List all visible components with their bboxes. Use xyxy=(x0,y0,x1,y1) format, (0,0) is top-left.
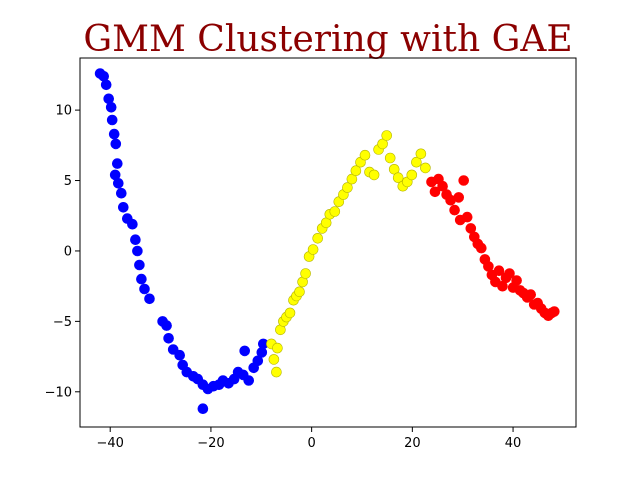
y-tick-label: 0 xyxy=(64,244,72,259)
data-point xyxy=(134,259,145,271)
data-point xyxy=(136,273,147,285)
x-tick-label: −40 xyxy=(96,436,123,451)
data-point xyxy=(377,138,388,150)
data-point xyxy=(475,242,487,254)
data-point xyxy=(100,79,112,91)
data-point xyxy=(271,366,282,378)
data-point xyxy=(110,138,122,150)
data-point xyxy=(239,345,250,357)
x-tick-label: 20 xyxy=(404,436,421,451)
data-point xyxy=(174,349,185,361)
data-point xyxy=(139,283,150,295)
data-point xyxy=(312,233,324,244)
data-point xyxy=(144,293,155,305)
x-axis: −40 −20 0 20 40 xyxy=(96,427,521,451)
data-point xyxy=(525,289,537,300)
data-point xyxy=(548,306,560,317)
data-point xyxy=(381,130,393,141)
data-point xyxy=(384,152,396,164)
y-axis: −10 −5 0 5 10 xyxy=(45,104,80,400)
data-point xyxy=(300,268,311,279)
data-point xyxy=(118,202,129,213)
data-point xyxy=(392,172,404,183)
data-point xyxy=(105,102,117,113)
y-tick-label: 10 xyxy=(55,104,72,119)
x-tick-label: 40 xyxy=(505,436,522,451)
data-point xyxy=(284,307,296,319)
data-point xyxy=(449,204,460,216)
data-point xyxy=(511,275,522,286)
y-tick-label: −5 xyxy=(53,315,72,330)
data-point xyxy=(411,156,422,168)
data-point xyxy=(272,342,283,354)
data-point xyxy=(429,186,441,198)
chart-title: GMM Clustering with GAE xyxy=(83,19,572,60)
data-point xyxy=(453,192,465,203)
data-point xyxy=(415,148,427,160)
data-point xyxy=(116,187,127,199)
y-tick-label: 5 xyxy=(64,174,72,189)
data-point xyxy=(161,320,172,331)
points-layer xyxy=(94,68,560,415)
data-point xyxy=(359,149,371,161)
data-point xyxy=(163,332,174,344)
data-point xyxy=(197,403,209,415)
y-tick-label: −10 xyxy=(45,385,72,400)
data-point xyxy=(294,286,305,298)
x-tick-label: 0 xyxy=(307,436,315,451)
data-point xyxy=(342,182,353,193)
data-point xyxy=(130,234,141,245)
data-point xyxy=(112,158,123,169)
data-point xyxy=(329,206,341,217)
x-tick-label: −20 xyxy=(197,436,224,451)
data-point xyxy=(106,114,118,126)
data-point xyxy=(458,175,470,186)
data-point xyxy=(268,354,280,365)
data-point xyxy=(461,211,473,223)
data-point xyxy=(132,245,143,257)
plot-frame xyxy=(79,57,577,428)
data-point xyxy=(108,128,120,140)
data-point xyxy=(127,218,138,230)
data-point xyxy=(243,375,254,386)
data-point xyxy=(350,165,362,176)
data-point xyxy=(406,169,418,181)
data-point xyxy=(420,162,431,174)
data-point xyxy=(493,265,505,277)
data-point xyxy=(307,244,319,255)
data-point xyxy=(368,169,380,181)
data-point xyxy=(113,178,124,189)
data-point xyxy=(504,268,515,279)
